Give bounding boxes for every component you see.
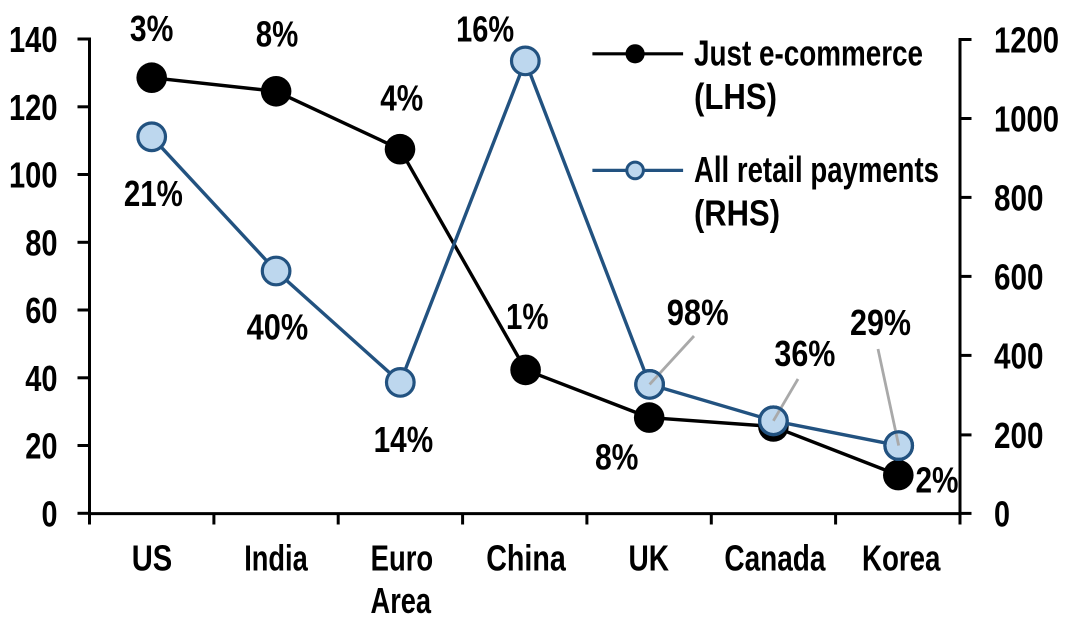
svg-text:Korea: Korea bbox=[862, 538, 941, 579]
svg-text:All retail payments: All retail payments bbox=[694, 149, 939, 190]
svg-text:100: 100 bbox=[9, 155, 58, 196]
svg-text:2%: 2% bbox=[916, 459, 959, 500]
svg-text:1%: 1% bbox=[506, 296, 549, 337]
svg-text:8%: 8% bbox=[256, 13, 299, 54]
svg-text:40: 40 bbox=[25, 358, 57, 399]
svg-text:UK: UK bbox=[629, 538, 670, 579]
svg-text:36%: 36% bbox=[774, 333, 835, 374]
svg-text:200: 200 bbox=[994, 415, 1044, 456]
svg-text:400: 400 bbox=[994, 335, 1044, 376]
svg-text:4%: 4% bbox=[380, 78, 423, 119]
svg-text:120: 120 bbox=[9, 87, 58, 128]
svg-text:1200: 1200 bbox=[994, 20, 1059, 61]
svg-text:29%: 29% bbox=[850, 302, 911, 343]
svg-text:140: 140 bbox=[9, 19, 58, 60]
svg-text:0: 0 bbox=[994, 493, 1010, 534]
svg-text:(LHS): (LHS) bbox=[694, 76, 777, 117]
svg-text:14%: 14% bbox=[374, 419, 434, 460]
svg-text:21%: 21% bbox=[124, 173, 183, 214]
svg-text:20: 20 bbox=[25, 426, 57, 467]
svg-text:60: 60 bbox=[25, 290, 57, 331]
svg-text:Canada: Canada bbox=[724, 538, 826, 579]
svg-text:Euro: Euro bbox=[371, 538, 434, 579]
svg-text:(RHS): (RHS) bbox=[694, 193, 780, 234]
svg-text:98%: 98% bbox=[667, 292, 729, 333]
svg-text:China: China bbox=[486, 538, 566, 579]
svg-text:India: India bbox=[244, 538, 308, 579]
svg-text:US: US bbox=[132, 538, 173, 579]
svg-text:8%: 8% bbox=[595, 437, 639, 478]
svg-text:Area: Area bbox=[371, 580, 432, 621]
svg-text:80: 80 bbox=[25, 222, 57, 263]
svg-text:3%: 3% bbox=[130, 8, 174, 49]
svg-text:40%: 40% bbox=[247, 306, 309, 347]
svg-text:16%: 16% bbox=[456, 9, 514, 50]
svg-text:Just e-commerce: Just e-commerce bbox=[694, 33, 923, 74]
svg-text:800: 800 bbox=[994, 177, 1044, 218]
svg-text:1000: 1000 bbox=[994, 99, 1059, 140]
svg-text:600: 600 bbox=[994, 256, 1044, 297]
svg-text:0: 0 bbox=[42, 493, 58, 534]
